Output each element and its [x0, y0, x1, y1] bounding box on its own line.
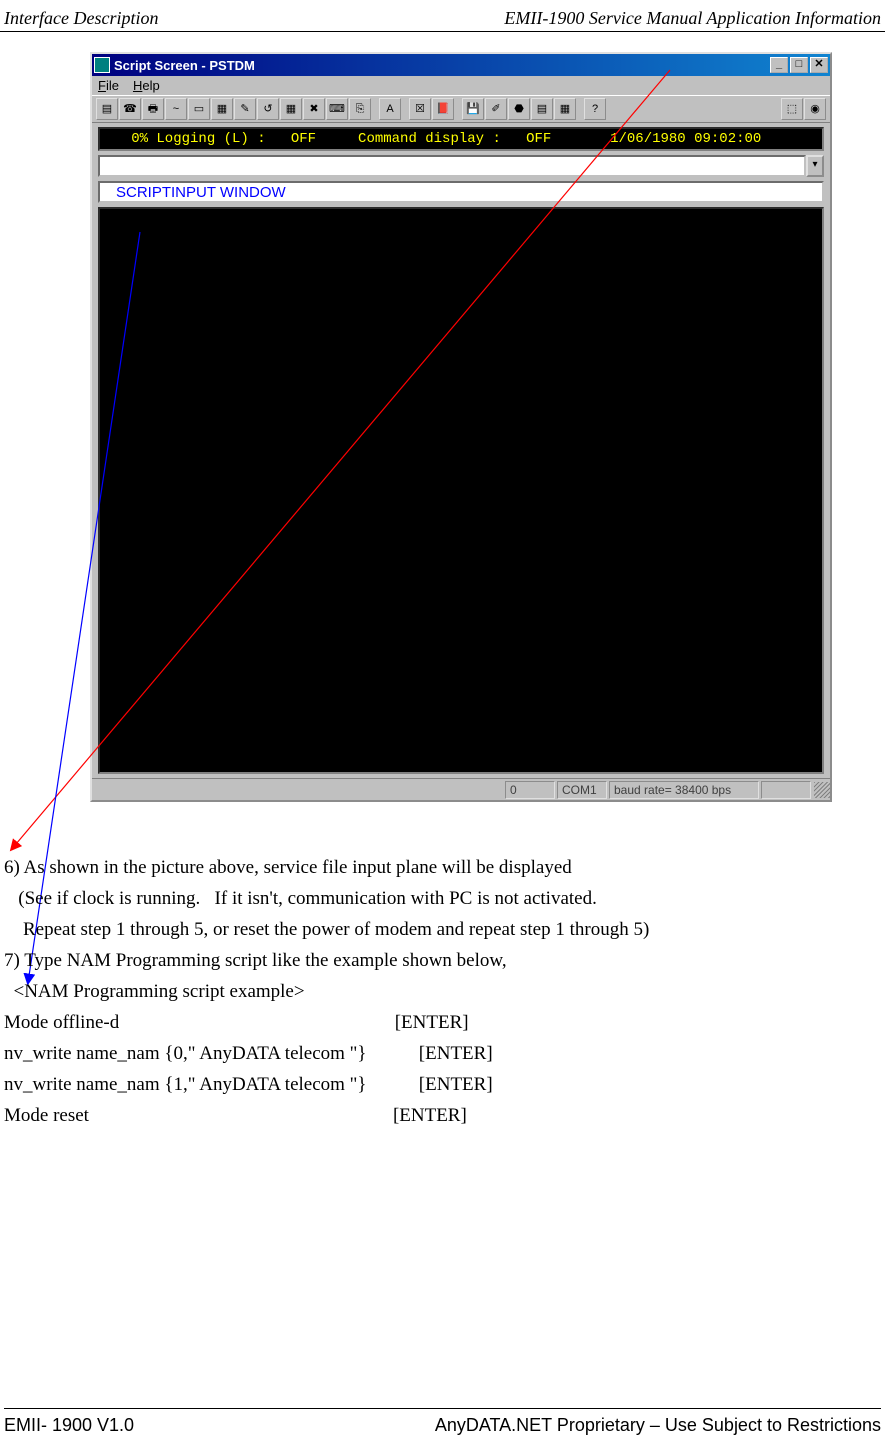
line-3: Repeat step 1 through 5, or reset the po… [4, 914, 874, 945]
statusbar-empty [761, 781, 811, 799]
toolbar-btn-1[interactable]: ☎ [119, 98, 141, 120]
title-bar: Script Screen - PSTDM _ □ ✕ [92, 54, 830, 76]
line-1: 6) As shown in the picture above, servic… [4, 852, 874, 883]
page-footer: EMII- 1900 V1.0 AnyDATA.NET Proprietary … [4, 1408, 881, 1436]
line-6: Mode offline-d [ENTER] [4, 1007, 874, 1038]
toolbar-btn-9[interactable]: ✖ [303, 98, 325, 120]
script-input-label[interactable]: SCRIPTINPUT WINDOW [98, 181, 824, 203]
status-bar: 0 COM1 baud rate= 38400 bps [92, 778, 830, 800]
logging-status-strip: 0% Logging (L) : OFF Command display : O… [98, 127, 824, 151]
maximize-button[interactable]: □ [790, 57, 808, 73]
line-8: nv_write name_nam {1," AnyDATA telecom "… [4, 1069, 874, 1100]
line-7: nv_write name_nam {0," AnyDATA telecom "… [4, 1038, 874, 1069]
toolbar-right-1[interactable]: ◉ [804, 98, 826, 120]
resize-grip-icon[interactable] [814, 782, 830, 798]
statusbar-counter: 0 [505, 781, 555, 799]
line-2: (See if clock is running. If it isn't, c… [4, 883, 874, 914]
toolbar-btn-7[interactable]: ↺ [257, 98, 279, 120]
toolbar-btn-13[interactable]: A [379, 98, 401, 120]
toolbar-btn-18[interactable]: 💾 [462, 98, 484, 120]
close-button[interactable]: ✕ [810, 57, 828, 73]
footer-left: EMII- 1900 V1.0 [4, 1415, 134, 1436]
toolbar-sep-1 [372, 98, 378, 120]
statusbar-baud: baud rate= 38400 bps [609, 781, 759, 799]
header-right: EMII-1900 Service Manual Application Inf… [504, 8, 881, 29]
toolbar-btn-8[interactable]: ▦ [280, 98, 302, 120]
header-left: Interface Description [4, 8, 158, 29]
page-header: Interface Description EMII-1900 Service … [0, 0, 885, 32]
footer-right: AnyDATA.NET Proprietary – Use Subject to… [435, 1415, 881, 1436]
toolbar-btn-4[interactable]: ▭ [188, 98, 210, 120]
toolbar-btn-2[interactable]: 🖶 [142, 98, 164, 120]
combo-dropdown-icon[interactable]: ▾ [806, 155, 824, 177]
command-combo: ▾ [98, 155, 824, 177]
line-5: <NAM Programming script example> [4, 976, 874, 1007]
toolbar: ▤ ☎ 🖶 ~ ▭ ▦ ✎ ↺ ▦ ✖ ⌨ ⎘ A ☒ 📕 💾 ✐ ⬣ ▤ ▦ … [92, 95, 830, 123]
instruction-text: 6) As shown in the picture above, servic… [4, 852, 874, 1131]
menu-help[interactable]: Help [133, 78, 160, 93]
toolbar-btn-11[interactable]: ⎘ [349, 98, 371, 120]
toolbar-help-icon[interactable]: ? [584, 98, 606, 120]
command-input[interactable] [98, 155, 806, 177]
toolbar-btn-10[interactable]: ⌨ [326, 98, 348, 120]
toolbar-sep-2 [402, 98, 408, 120]
toolbar-sep-3 [455, 98, 461, 120]
menu-file[interactable]: File [98, 78, 119, 93]
toolbar-right-0[interactable]: ⬚ [781, 98, 803, 120]
toolbar-btn-3[interactable]: ~ [165, 98, 187, 120]
toolbar-btn-15[interactable]: ☒ [409, 98, 431, 120]
toolbar-btn-22[interactable]: ▦ [554, 98, 576, 120]
statusbar-port: COM1 [557, 781, 607, 799]
toolbar-btn-5[interactable]: ▦ [211, 98, 233, 120]
terminal-output [98, 207, 824, 774]
toolbar-btn-20[interactable]: ⬣ [508, 98, 530, 120]
app-icon [94, 57, 110, 73]
toolbar-btn-21[interactable]: ▤ [531, 98, 553, 120]
toolbar-sep-4 [577, 98, 583, 120]
window-title: Script Screen - PSTDM [114, 58, 770, 73]
window-controls: _ □ ✕ [770, 57, 828, 73]
minimize-button[interactable]: _ [770, 57, 788, 73]
menu-bar: File Help [92, 76, 830, 95]
toolbar-btn-0[interactable]: ▤ [96, 98, 118, 120]
toolbar-btn-6[interactable]: ✎ [234, 98, 256, 120]
line-4: 7) Type NAM Programming script like the … [4, 945, 874, 976]
line-9: Mode reset [ENTER] [4, 1100, 874, 1131]
toolbar-btn-19[interactable]: ✐ [485, 98, 507, 120]
toolbar-btn-16[interactable]: 📕 [432, 98, 454, 120]
app-window: Script Screen - PSTDM _ □ ✕ File Help ▤ … [90, 52, 832, 802]
